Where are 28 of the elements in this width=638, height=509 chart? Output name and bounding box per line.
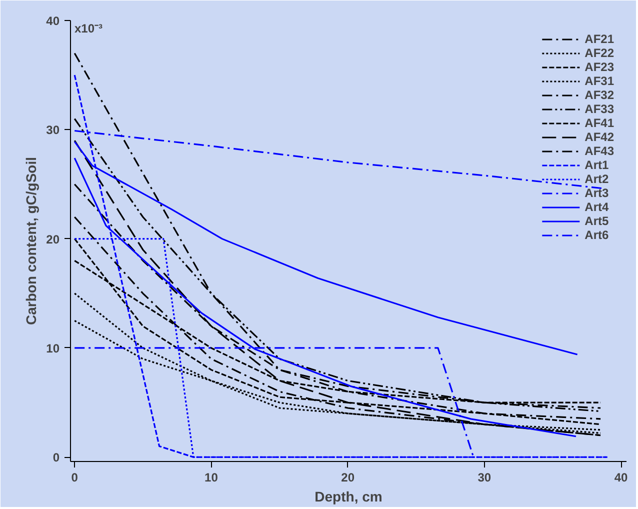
x-tick-label: 10 — [204, 470, 218, 484]
x-tick-label: 40 — [614, 470, 628, 484]
legend-label: AF21 — [584, 32, 614, 46]
y-tick-label: 30 — [46, 123, 60, 138]
legend-label: Art2 — [584, 172, 609, 186]
y-tick-label: 20 — [46, 232, 60, 246]
legend-label: AF32 — [584, 88, 614, 102]
legend-label: AF42 — [584, 130, 614, 144]
annotation: x10⁻³ — [74, 22, 103, 36]
x-tick-label: 30 — [478, 470, 492, 484]
legend-label: AF41 — [584, 116, 614, 130]
legend-label: Art6 — [584, 228, 609, 242]
y-tick-label: 40 — [46, 14, 60, 28]
legend-label: Art5 — [584, 214, 609, 228]
legend-label: Art1 — [584, 158, 609, 172]
legend-label: Art4 — [584, 200, 609, 214]
legend-label: AF22 — [584, 46, 614, 60]
x-axis-title: Depth, cm — [314, 488, 382, 504]
x-tick-label: 20 — [341, 470, 355, 484]
y-axis-title: Carbon content, gC/gSoil — [23, 156, 40, 325]
legend-label: AF31 — [584, 74, 614, 88]
y-tick-label: 0 — [52, 450, 60, 465]
legend-label: AF33 — [584, 102, 614, 116]
x-tick-label: 0 — [71, 470, 78, 484]
legend-label: AF23 — [584, 60, 614, 74]
legend-label: AF43 — [584, 144, 614, 158]
y-tick-label: 10 — [46, 341, 60, 356]
legend-label: Art3 — [584, 186, 609, 200]
